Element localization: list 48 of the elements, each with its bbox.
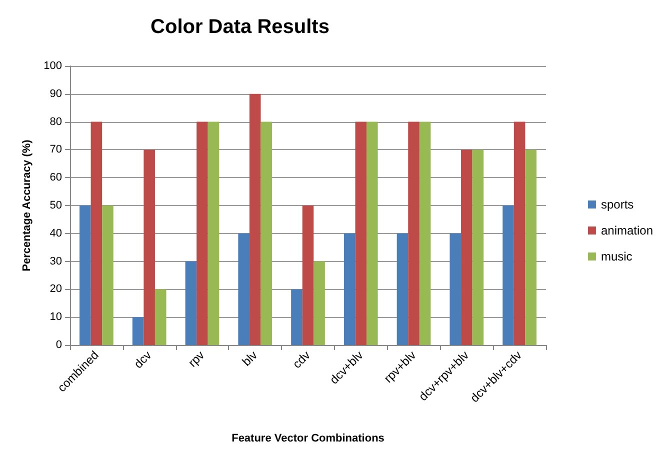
bar (472, 150, 484, 345)
y-tick-label: 30 (50, 255, 62, 268)
y-tick-label: 90 (50, 88, 62, 100)
x-tick-label: blv (239, 348, 260, 369)
bar (355, 122, 367, 345)
bar (154, 289, 166, 345)
y-tick-label: 0 (56, 339, 62, 351)
x-tick-label: dcv (131, 348, 154, 372)
bar (396, 233, 408, 345)
bar (525, 150, 536, 345)
x-tick-label: rpv (185, 348, 208, 370)
bar (366, 122, 378, 345)
y-tick-label: 100 (44, 60, 62, 72)
y-tick-label: 20 (50, 283, 62, 296)
bar (302, 206, 314, 345)
bar (208, 122, 220, 345)
bar (514, 122, 526, 345)
x-tick-label: cdv (290, 348, 313, 372)
y-tick-label: 40 (50, 227, 62, 240)
bar (314, 261, 325, 345)
bar (185, 261, 197, 345)
bar (90, 122, 102, 345)
bar (196, 122, 208, 345)
bar (461, 150, 472, 345)
y-tick-label: 10 (50, 311, 62, 324)
y-axis-title: Percentage Accuracy (%) (21, 139, 34, 272)
bar (344, 233, 356, 345)
bar (80, 206, 91, 345)
y-tick-label: 60 (50, 172, 62, 184)
bar (502, 206, 514, 345)
x-axis-title: Feature Vector Combinations (232, 432, 384, 444)
legend-label: sports (600, 198, 634, 212)
bar (249, 94, 261, 345)
y-tick-label: 70 (50, 144, 62, 156)
y-tick-label: 80 (50, 116, 62, 128)
legend-label: animation (600, 224, 653, 238)
bar (144, 150, 155, 345)
bar (419, 122, 431, 345)
legend-label: music (600, 250, 632, 264)
bar (132, 317, 144, 345)
bar (238, 233, 250, 345)
bar (450, 233, 462, 345)
bar (408, 122, 420, 345)
bar (291, 289, 302, 345)
bar (260, 122, 272, 345)
chart-title: Color Data Results (150, 16, 330, 38)
y-tick-label: 50 (50, 200, 62, 212)
bar (102, 206, 114, 345)
